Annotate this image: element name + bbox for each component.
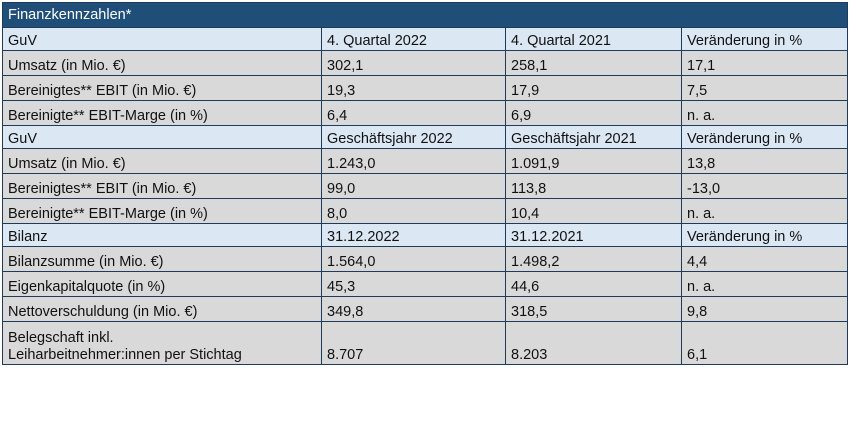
row-label: Bereinigte** EBIT-Marge (in %) [2, 100, 322, 126]
value-cell: 8.707 [321, 321, 506, 365]
table-title: Finanzkennzahlen* [1, 2, 849, 28]
value-cell: 44,6 [505, 271, 682, 297]
row-label: Bereinigtes** EBIT (in Mio. €) [2, 173, 322, 199]
table-row: Bereinigtes** EBIT (in Mio. €) 19,3 17,9 7,… [2, 75, 849, 101]
header-cell: 4. Quartal 2021 [505, 27, 682, 51]
value-cell: 7,5 [680, 75, 849, 101]
table-row: Umsatz (in Mio. €) 302,1 258,1 17,1 [2, 50, 849, 76]
value-cell: 9,8 [680, 296, 849, 322]
table-row: Bereinigte** EBIT-Marge (in %) 6,4 6,9 n. a… [2, 100, 849, 126]
table-row: Umsatz (in Mio. €) 1.243,0 1.091,9 13,8 [2, 148, 849, 174]
value-cell: n. a. [680, 100, 849, 126]
financial-table-container: Finanzkennzahlen* GuV 4. Quartal 2022 4. Q… [1, 2, 849, 365]
value-cell: 19,3 [321, 75, 506, 101]
value-cell: 258,1 [505, 50, 682, 76]
value-cell: 6,9 [505, 100, 682, 126]
value-cell: 17,1 [680, 50, 849, 76]
header-cell: Veränderung in % [680, 223, 849, 247]
table-row: Bereinigte** EBIT-Marge (in %) 8,0 10,4 n. … [2, 198, 849, 224]
table-row-headcount: Belegschaft inkl. Leiharbeitnehmer:innen … [2, 321, 849, 365]
value-cell: n. a. [680, 271, 849, 297]
header-cell: Veränderung in % [680, 125, 849, 149]
row-label: Bilanzsumme (in Mio. €) [2, 246, 322, 272]
header-cell: Bilanz [2, 223, 322, 247]
header-cell: Veränderung in % [680, 27, 849, 51]
value-cell: 1.243,0 [321, 148, 506, 174]
value-cell: 1.564,0 [321, 246, 506, 272]
value-cell: 6,4 [321, 100, 506, 126]
row-label: Umsatz (in Mio. €) [2, 148, 322, 174]
value-cell: -13,0 [680, 173, 849, 199]
value-cell: 17,9 [505, 75, 682, 101]
row-label: Belegschaft inkl. Leiharbeitnehmer:innen … [2, 321, 322, 365]
header-cell: GuV [2, 125, 322, 149]
financial-kpi-table: Finanzkennzahlen* GuV 4. Quartal 2022 4. Q… [1, 2, 849, 365]
value-cell: 45,3 [321, 271, 506, 297]
section-header-row: GuV 4. Quartal 2022 4. Quartal 2021 Verände… [2, 27, 849, 51]
header-cell: 31.12.2022 [321, 223, 506, 247]
table-row: Eigenkapitalquote (in %) 45,3 44,6 n. a. [2, 271, 849, 297]
header-cell: GuV [2, 27, 322, 51]
row-label-line1: Belegschaft inkl. [8, 330, 114, 346]
row-label-line2: Leiharbeitnehmer:innen per Stichtag [8, 347, 242, 363]
table-title-row: Finanzkennzahlen* [1, 2, 849, 28]
table-row: Nettoverschuldung (in Mio. €) 349,8 318,5 9… [2, 296, 849, 322]
value-cell: 1.091,9 [505, 148, 682, 174]
value-cell: 99,0 [321, 173, 506, 199]
section-header-row: Bilanz 31.12.2022 31.12.2021 Veränderung in… [2, 223, 849, 247]
header-cell: 31.12.2021 [505, 223, 682, 247]
value-cell: 8.203 [505, 321, 682, 365]
row-label: Bereinigtes** EBIT (in Mio. €) [2, 75, 322, 101]
value-cell: 8,0 [321, 198, 506, 224]
row-label: Umsatz (in Mio. €) [2, 50, 322, 76]
value-cell: 302,1 [321, 50, 506, 76]
value-cell: n. a. [680, 198, 849, 224]
header-cell: 4. Quartal 2022 [321, 27, 506, 51]
table-row: Bereinigtes** EBIT (in Mio. €) 99,0 113,8-… [2, 173, 849, 199]
section-header-row: GuV Geschäftsjahr 2022 Geschäftsjahr 2021 V… [2, 125, 849, 149]
value-cell: 13,8 [680, 148, 849, 174]
value-cell: 113,8 [505, 173, 682, 199]
value-cell: 349,8 [321, 296, 506, 322]
value-cell: 318,5 [505, 296, 682, 322]
row-label: Nettoverschuldung (in Mio. €) [2, 296, 322, 322]
header-cell: Geschäftsjahr 2021 [505, 125, 682, 149]
value-cell: 6,1 [680, 321, 849, 365]
row-label: Eigenkapitalquote (in %) [2, 271, 322, 297]
table-row: Bilanzsumme (in Mio. €) 1.564,0 1.498,2 4,4 [2, 246, 849, 272]
row-label: Bereinigte** EBIT-Marge (in %) [2, 198, 322, 224]
value-cell: 1.498,2 [505, 246, 682, 272]
header-cell: Geschäftsjahr 2022 [321, 125, 506, 149]
value-cell: 4,4 [680, 246, 849, 272]
value-cell: 10,4 [505, 198, 682, 224]
